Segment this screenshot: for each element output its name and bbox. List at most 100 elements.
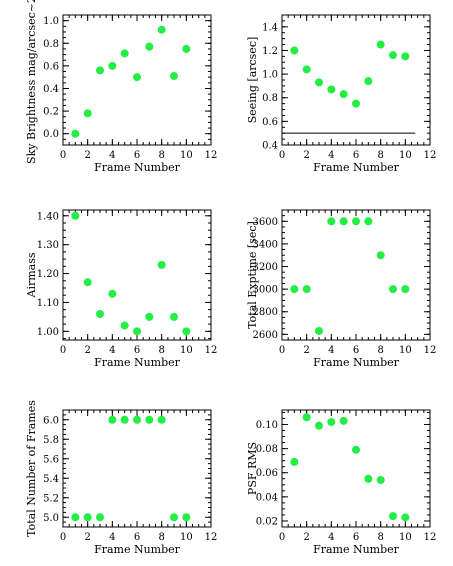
y-axis-label: Airmass bbox=[25, 252, 38, 298]
y-tick-label: 0.06 bbox=[256, 468, 278, 479]
data-point bbox=[120, 415, 129, 424]
y-tick-label: 0.2 bbox=[43, 107, 59, 118]
data-point bbox=[83, 278, 92, 287]
x-tick-label: 8 bbox=[377, 345, 383, 356]
data-point bbox=[182, 513, 191, 522]
y-axis-label: Sky Brightness mag/arcsec~2 bbox=[25, 0, 38, 164]
x-tick-label: 2 bbox=[84, 532, 90, 543]
x-tick-label: 12 bbox=[424, 150, 437, 161]
data-point bbox=[376, 475, 385, 484]
y-tick-label: 5.6 bbox=[43, 454, 59, 465]
plot-frame bbox=[281, 209, 431, 341]
data-point bbox=[145, 312, 154, 321]
x-tick-label: 10 bbox=[180, 532, 193, 543]
x-tick-label: 4 bbox=[109, 150, 115, 161]
data-point bbox=[290, 457, 299, 466]
y-tick-label: 0.4 bbox=[262, 141, 278, 152]
data-point bbox=[71, 129, 80, 138]
x-tick-label: 6 bbox=[353, 532, 359, 543]
plot-frame bbox=[281, 409, 431, 528]
data-point bbox=[170, 72, 178, 81]
data-point bbox=[389, 512, 397, 521]
data-point bbox=[352, 99, 360, 108]
x-tick-label: 0 bbox=[60, 150, 66, 161]
x-tick-label: 4 bbox=[328, 532, 334, 543]
y-tick-label: 1.10 bbox=[37, 298, 59, 309]
y-tick-label: 0.0 bbox=[43, 129, 59, 140]
x-tick-label: 4 bbox=[328, 345, 334, 356]
y-tick-label: 0.6 bbox=[43, 61, 59, 72]
data-point bbox=[96, 66, 104, 75]
y-axis-label: Total Number of Frames bbox=[25, 400, 38, 537]
y-tick-label: 1.00 bbox=[37, 327, 59, 338]
x-axis-label: Frame Number bbox=[313, 161, 400, 174]
y-tick-label: 0.4 bbox=[43, 84, 59, 95]
x-axis-label: Frame Number bbox=[313, 356, 400, 369]
x-tick-label: 2 bbox=[303, 150, 309, 161]
x-tick-label: 0 bbox=[279, 345, 285, 356]
data-point bbox=[339, 217, 348, 226]
y-tick-label: 1.4 bbox=[262, 22, 278, 33]
x-tick-label: 4 bbox=[109, 345, 115, 356]
data-point bbox=[145, 415, 154, 424]
y-tick-label: 6.0 bbox=[43, 415, 59, 426]
x-tick-label: 12 bbox=[205, 150, 218, 161]
data-point bbox=[352, 445, 360, 454]
x-tick-label: 2 bbox=[84, 150, 90, 161]
y-tick-label: 3200 bbox=[253, 262, 278, 273]
data-point bbox=[389, 285, 397, 294]
data-point bbox=[364, 217, 373, 226]
x-tick-label: 0 bbox=[60, 532, 66, 543]
data-point bbox=[145, 42, 154, 51]
y-tick-label: 5.2 bbox=[43, 493, 59, 504]
plot-frame bbox=[281, 14, 431, 146]
x-axis-label: Frame Number bbox=[313, 543, 400, 556]
data-point bbox=[133, 415, 141, 424]
x-tick-label: 4 bbox=[328, 150, 334, 161]
data-point bbox=[339, 416, 348, 425]
y-tick-label: 5.4 bbox=[43, 474, 59, 485]
plot-airmass: 0 2 4 6 8 10 12 1.00 1.10 1.20 1.30 1.40 Frame Numbe… bbox=[25, 209, 218, 369]
data-point bbox=[120, 321, 129, 330]
x-tick-label: 10 bbox=[399, 345, 412, 356]
y-tick-label: 0.10 bbox=[256, 420, 278, 431]
y-tick-label: 0.04 bbox=[256, 492, 278, 503]
x-tick-label: 2 bbox=[84, 345, 90, 356]
y-tick-label: 0.6 bbox=[262, 117, 278, 128]
data-point bbox=[157, 260, 166, 269]
data-point bbox=[108, 415, 117, 424]
data-point bbox=[315, 421, 323, 430]
x-tick-label: 6 bbox=[353, 345, 359, 356]
y-tick-label: 3600 bbox=[253, 217, 278, 228]
x-tick-label: 6 bbox=[134, 150, 140, 161]
y-tick-label: 3400 bbox=[253, 239, 278, 250]
x-tick-label: 12 bbox=[205, 345, 218, 356]
data-point bbox=[182, 327, 191, 336]
y-tick-label: 2600 bbox=[253, 330, 278, 341]
x-axis-label: Frame Number bbox=[94, 543, 181, 556]
y-tick-label: 5.0 bbox=[43, 513, 59, 524]
x-tick-label: 6 bbox=[134, 532, 140, 543]
x-tick-label: 2 bbox=[303, 345, 309, 356]
data-point bbox=[401, 513, 410, 522]
data-point bbox=[182, 44, 191, 53]
y-tick-label: 1.0 bbox=[262, 70, 278, 81]
data-point bbox=[401, 52, 410, 61]
y-tick-label: 1.0 bbox=[43, 16, 59, 27]
data-point bbox=[83, 109, 92, 118]
x-tick-label: 6 bbox=[134, 345, 140, 356]
data-point bbox=[96, 513, 104, 522]
plot-psf-rms: 0 2 4 6 8 10 12 0.02 0.04 0.06 0.08 0.10 Frame Numbe… bbox=[246, 409, 436, 556]
plot-total-exptime: 0 2 4 6 8 10 12 2600 2800 3000 3200 3400 3600 Frame N… bbox=[246, 209, 436, 369]
data-point bbox=[96, 310, 104, 318]
data-point bbox=[302, 65, 311, 74]
x-tick-label: 6 bbox=[353, 150, 359, 161]
data-point bbox=[108, 289, 117, 298]
data-point bbox=[327, 85, 336, 94]
x-tick-label: 10 bbox=[180, 345, 193, 356]
x-tick-label: 0 bbox=[279, 532, 285, 543]
y-tick-label: 0.08 bbox=[256, 444, 278, 455]
y-tick-label: 3000 bbox=[253, 285, 278, 296]
x-tick-label: 8 bbox=[377, 532, 383, 543]
